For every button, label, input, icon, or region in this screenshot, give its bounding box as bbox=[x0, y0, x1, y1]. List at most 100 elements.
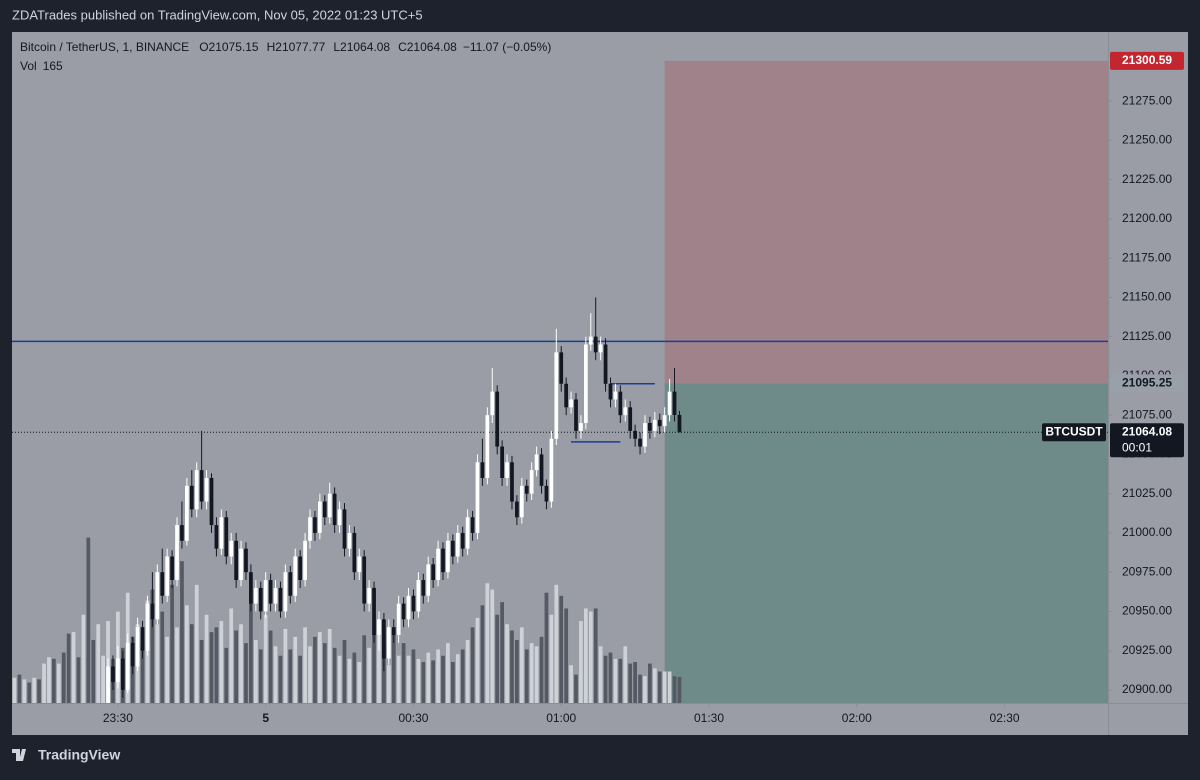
candle-body bbox=[327, 493, 332, 518]
volume-bar bbox=[603, 655, 608, 703]
candle-body bbox=[199, 470, 204, 502]
volume-bar bbox=[17, 674, 22, 703]
y-tick-label: 21275.00 bbox=[1122, 93, 1172, 107]
x-tick-label: 5 bbox=[262, 711, 269, 725]
candle-body bbox=[145, 603, 150, 651]
volume-bar bbox=[303, 627, 307, 703]
volume-bar bbox=[180, 561, 184, 703]
legend-ohlc-label: L bbox=[333, 40, 340, 54]
volume-bar bbox=[155, 624, 160, 703]
volume-bar bbox=[431, 660, 436, 703]
candle-body bbox=[313, 517, 317, 533]
volume-bar bbox=[426, 652, 431, 703]
candle-body bbox=[623, 407, 628, 416]
legend-change: −11.07 (−0.05%) bbox=[463, 40, 552, 54]
volume-bar bbox=[249, 602, 253, 703]
x-tick-label: 01:00 bbox=[546, 711, 576, 725]
volume-bar bbox=[293, 636, 298, 703]
y-tick-label: 21225.00 bbox=[1122, 172, 1172, 186]
candle-body bbox=[515, 501, 519, 518]
volume-bar bbox=[510, 630, 514, 703]
volume-bar bbox=[593, 608, 598, 703]
volume-bar bbox=[101, 655, 105, 703]
y-tick-label: 21075.00 bbox=[1122, 407, 1172, 421]
candle-body bbox=[160, 572, 165, 596]
volume-bar bbox=[268, 630, 273, 703]
candle-body bbox=[258, 587, 263, 612]
stop-zone bbox=[664, 60, 1108, 384]
volume-bar bbox=[204, 614, 209, 703]
volume-bar bbox=[579, 621, 583, 703]
legend-ohlc-label: C bbox=[398, 40, 407, 54]
candle-body bbox=[229, 540, 234, 557]
candle-body bbox=[125, 642, 130, 690]
last-price-label: 21064.08 bbox=[1122, 424, 1172, 438]
volume-bar bbox=[465, 639, 470, 703]
volume-bar bbox=[234, 630, 238, 703]
candle-body bbox=[431, 564, 436, 581]
candle-body bbox=[283, 572, 288, 612]
logo-icon bbox=[12, 749, 26, 761]
candle-body bbox=[184, 485, 189, 541]
candle-body bbox=[209, 477, 214, 526]
candle-body bbox=[446, 540, 450, 573]
entry-price-label: 21095.25 bbox=[1122, 376, 1172, 390]
legend-ohlc-label: O bbox=[199, 40, 208, 54]
candle-body bbox=[460, 532, 465, 549]
candle-body bbox=[529, 470, 534, 494]
volume-bar bbox=[96, 624, 101, 703]
candle-body bbox=[495, 391, 500, 447]
volume-bar bbox=[61, 652, 66, 703]
volume-bar bbox=[327, 628, 332, 703]
volume-bar bbox=[657, 671, 662, 703]
volume-bar bbox=[76, 657, 81, 703]
candle-body bbox=[603, 344, 608, 384]
candle-body bbox=[268, 580, 273, 604]
y-tick-label: 21175.00 bbox=[1122, 250, 1171, 264]
candle-body bbox=[317, 501, 322, 533]
volume-bar bbox=[209, 632, 214, 703]
symbol-label: BTCUSDT bbox=[1045, 424, 1103, 438]
plot bbox=[12, 60, 1108, 703]
candle-body bbox=[485, 415, 490, 478]
volume-bar bbox=[623, 646, 628, 703]
volume-bar bbox=[214, 627, 219, 703]
candle-body bbox=[441, 548, 445, 573]
countdown-label: 00:01 bbox=[1122, 440, 1152, 454]
volume-bar bbox=[27, 682, 32, 703]
candle-body bbox=[377, 619, 381, 636]
legend-volume-label: Vol bbox=[20, 59, 37, 73]
volume-bar bbox=[298, 655, 303, 703]
volume-bar bbox=[554, 584, 559, 703]
legend-ohlc-label: H bbox=[267, 40, 276, 54]
volume-bar bbox=[544, 592, 549, 703]
candle-body bbox=[278, 587, 283, 612]
volume-bar bbox=[313, 636, 317, 703]
y-tick-label: 21200.00 bbox=[1122, 211, 1172, 225]
volume-bar bbox=[382, 643, 386, 703]
volume-bar bbox=[524, 649, 529, 703]
y-tick-label: 20925.00 bbox=[1122, 643, 1172, 657]
volume-bar bbox=[450, 662, 455, 703]
candle-body bbox=[549, 438, 554, 502]
volume-bar bbox=[12, 677, 17, 703]
volume-bar bbox=[189, 624, 194, 703]
candle-body bbox=[652, 419, 657, 431]
volume-bar bbox=[421, 662, 426, 703]
volume-bar bbox=[485, 583, 490, 703]
volume-bar bbox=[613, 658, 618, 703]
last-price-box bbox=[1110, 423, 1184, 458]
candle-body bbox=[224, 517, 229, 557]
legend-ohlc-value: 21064.08 bbox=[340, 40, 390, 54]
x-tick-label: 02:30 bbox=[990, 711, 1020, 725]
candle-body bbox=[298, 556, 303, 581]
candle-body bbox=[249, 572, 253, 604]
candle-body bbox=[411, 595, 416, 612]
volume-bar bbox=[446, 643, 450, 703]
volume-bar bbox=[37, 679, 41, 703]
candle-body bbox=[593, 336, 598, 353]
candle-body bbox=[194, 470, 199, 510]
candle-body bbox=[288, 572, 293, 596]
volume-bar bbox=[406, 655, 411, 703]
candle-body bbox=[524, 485, 529, 494]
